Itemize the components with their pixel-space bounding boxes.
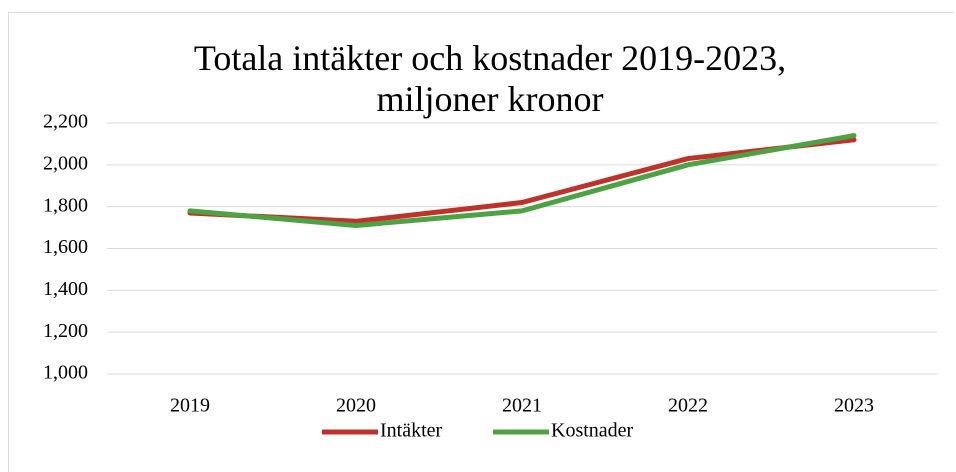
chart-title: Totala intäkter och kostnader 2019-2023,… bbox=[193, 38, 787, 119]
legend-label: Intäkter bbox=[380, 420, 443, 442]
y-tick-label: 1,200 bbox=[43, 320, 88, 342]
x-tick-label: 2022 bbox=[668, 395, 708, 417]
y-tick-label: 1,000 bbox=[43, 362, 88, 384]
series-line bbox=[187, 133, 857, 228]
legend-label: Kostnader bbox=[551, 420, 634, 442]
chart-frame bbox=[8, 12, 954, 472]
y-tick-label: 1,800 bbox=[43, 194, 88, 216]
y-tick-label: 2,200 bbox=[43, 111, 88, 133]
x-tick-label: 2023 bbox=[834, 395, 874, 417]
chart: 1,000 1,200 1,400 1,600 1,800 2,000 2,200 2019 2… bbox=[43, 111, 937, 442]
y-tick-label: 1,400 bbox=[43, 278, 88, 300]
x-tick-label: 2020 bbox=[336, 395, 376, 417]
x-tick-label: 2019 bbox=[170, 395, 210, 417]
x-tick-label: 2021 bbox=[502, 395, 542, 417]
y-tick-label: 1,600 bbox=[43, 236, 88, 258]
page: 1,000 1,200 1,400 1,600 1,800 2,000 2,200 2019 2… bbox=[8, 12, 954, 472]
y-tick-label: 2,000 bbox=[43, 152, 88, 174]
